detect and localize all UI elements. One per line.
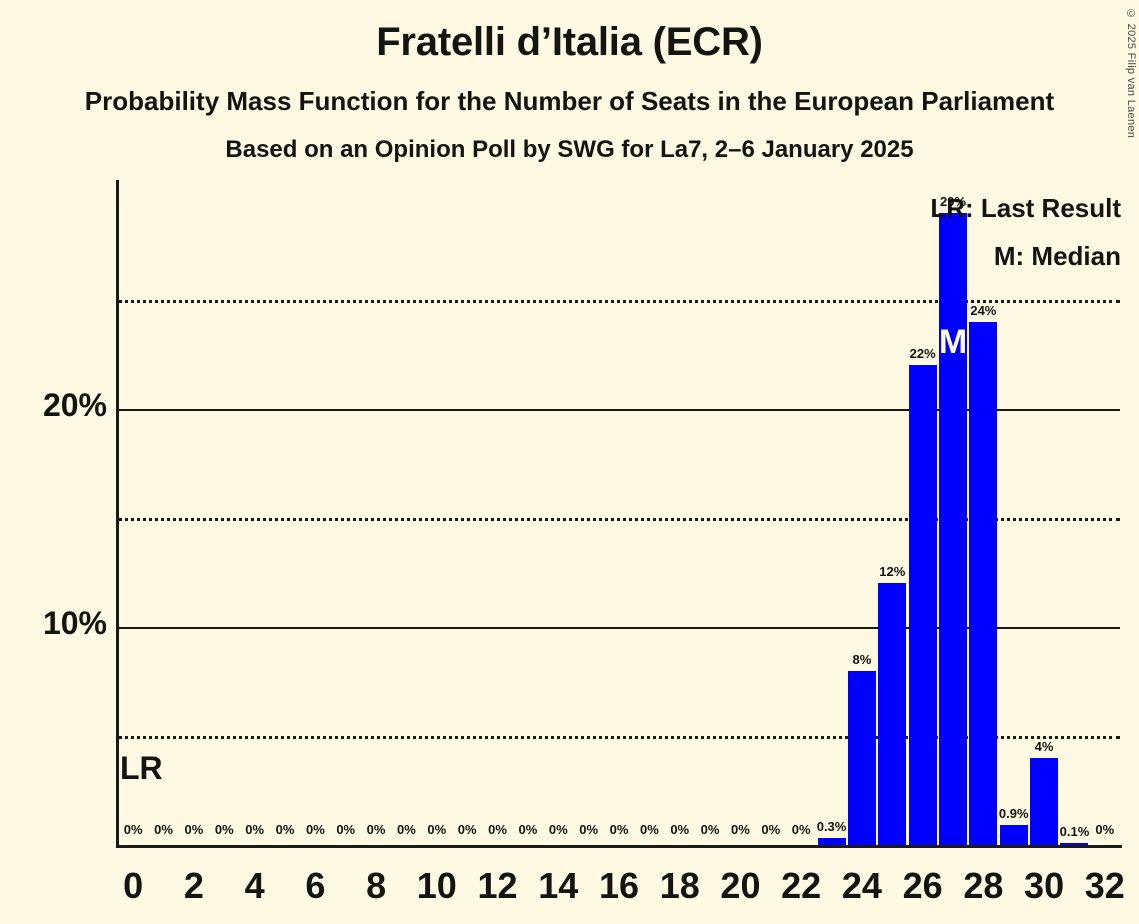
bar-zero-label: 0% (397, 822, 416, 837)
bar-zero-label: 0% (791, 822, 811, 837)
chart-source-subtitle: Based on an Opinion Poll by SWG for La7,… (225, 136, 914, 163)
bar-value-label: 29% (939, 193, 967, 209)
copyright-notice: © 2025 Filip van Laenen (1125, 8, 1137, 139)
bar-value-label: 22% (909, 346, 936, 362)
bar (969, 321, 998, 845)
x-tick-label-6: 6 (305, 865, 326, 906)
bar-zero-label: 0% (1095, 822, 1115, 837)
x-tick-label-14: 14 (538, 865, 579, 906)
x-tick-label-30: 30 (1024, 865, 1065, 906)
x-tick-label-4: 4 (244, 865, 265, 906)
x-tick-label-32: 32 (1084, 865, 1125, 906)
bar-zero-label: 0% (366, 822, 386, 837)
bar (908, 365, 937, 845)
bar-zero-label: 0% (154, 822, 173, 837)
bar (999, 825, 1028, 845)
bar-zero-label: 0% (184, 822, 204, 837)
bar-zero-label: 0% (275, 822, 295, 837)
x-tick-label-24: 24 (841, 865, 882, 906)
median-marker: M (938, 322, 968, 361)
y-tick-label-10: 10% (42, 604, 107, 641)
x-tick-label-2: 2 (183, 865, 204, 906)
bar-zero-label: 0% (548, 822, 568, 837)
x-tick-label-22: 22 (781, 865, 822, 906)
x-tick-label-26: 26 (902, 865, 943, 906)
bar (939, 212, 967, 845)
x-tick-label-16: 16 (598, 865, 640, 906)
bar-zero-label: 0% (305, 822, 325, 837)
bar-value-label: 4% (1034, 738, 1054, 754)
bar-zero-label: 0% (639, 822, 659, 837)
bar-zero-label: 0% (336, 822, 356, 837)
y-tick-label-20: 20% (42, 386, 107, 423)
gridline-25pct (118, 299, 1120, 303)
gridline-10pct (118, 626, 1120, 629)
bar-zero-label: 0% (245, 822, 265, 837)
bar-zero-label: 0% (731, 822, 750, 837)
x-tick-label-0: 0 (123, 865, 144, 906)
bar-zero-label: 0% (427, 822, 447, 837)
x-tick-label-18: 18 (659, 865, 700, 906)
bar-zero-label: 0% (457, 822, 477, 837)
bar-zero-label: 0% (761, 822, 781, 837)
legend-entry-last-result: LR: Last Result (930, 193, 1121, 223)
bar-zero-label: 0% (214, 822, 234, 837)
bar-value-label: 0.1% (1059, 823, 1090, 839)
bar (1060, 842, 1089, 845)
bar-value-label: 24% (970, 302, 997, 318)
y-axis-line (116, 180, 119, 846)
x-tick-label-8: 8 (366, 865, 387, 906)
legend-entry-median: M: Median (993, 241, 1121, 272)
bar (847, 670, 876, 845)
bar-value-label: 0.3% (816, 819, 847, 835)
chart-subtitle: Probability Mass Function for the Number… (84, 86, 1055, 116)
x-tick-label-10: 10 (416, 865, 457, 906)
bar-zero-label: 0% (609, 822, 629, 837)
bar-zero-label: 0% (700, 822, 720, 837)
x-axis-line (116, 845, 1122, 848)
x-tick-label-20: 20 (720, 865, 761, 906)
bar-zero-label: 0% (518, 822, 538, 837)
x-tick-label-12: 12 (477, 865, 518, 906)
gridline-15pct (118, 517, 1120, 521)
page-title: Fratelli d’Italia (ECR) (376, 20, 763, 64)
bar (817, 838, 846, 845)
legend: LR: Last Result M: Median (930, 184, 1121, 280)
plot-area: 0% 0% 0% 0% 0% 0% 0% 0% 0% 0% 0% 0% 0% 0% 0% 0% 0% 0% 0% 0%… (118, 180, 1120, 845)
gridline-20pct (118, 408, 1120, 411)
gridline-5pct (118, 735, 1120, 739)
bar (878, 583, 907, 845)
bar-zero-label: 0% (488, 822, 507, 837)
bar-value-label: 12% (879, 564, 906, 580)
bar-value-label: 0.9% (998, 806, 1029, 822)
x-tick-label-28: 28 (963, 865, 1004, 906)
last-result-marker: LR (120, 750, 163, 786)
bar-zero-label: 0% (579, 822, 599, 837)
bar-zero-label: 0% (123, 822, 143, 837)
x-axis-tick-labels: 0 2 4 6 8 10 12 14 16 18 20 22 24 26 28 30 32 (118, 865, 1125, 915)
bar-value-label: 8% (852, 651, 872, 667)
bar-zero-label: 0% (670, 822, 690, 837)
bar (1030, 757, 1059, 845)
